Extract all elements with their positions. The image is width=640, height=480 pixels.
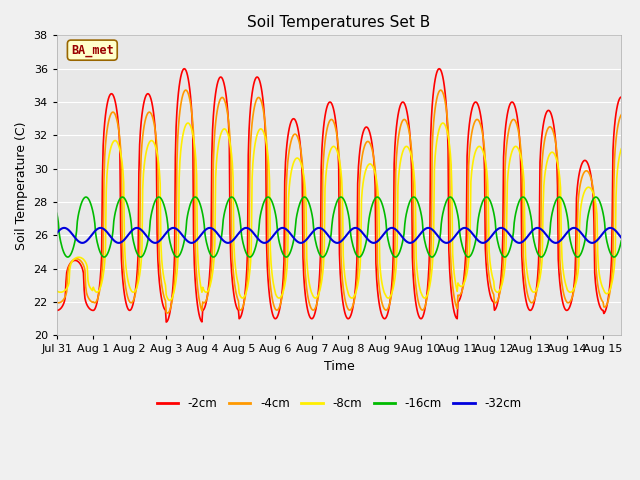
-16cm <box>55 230 63 236</box>
-32cm <box>406 240 414 246</box>
-16cm <box>460 247 467 252</box>
X-axis label: Time: Time <box>324 360 355 373</box>
-2cm <box>132 284 140 290</box>
-4cm <box>473 117 481 122</box>
Line: -2cm: -2cm <box>57 69 621 322</box>
-8cm <box>132 287 140 293</box>
Line: -8cm: -8cm <box>57 123 621 300</box>
-4cm <box>132 288 140 294</box>
-8cm <box>439 120 447 126</box>
-2cm <box>473 100 481 106</box>
-8cm <box>55 289 63 295</box>
-16cm <box>317 252 324 258</box>
-32cm <box>460 225 467 231</box>
Line: -4cm: -4cm <box>57 90 621 313</box>
-2cm <box>163 319 170 325</box>
-16cm <box>53 210 61 216</box>
-32cm <box>618 235 625 240</box>
-8cm <box>166 298 174 303</box>
-2cm <box>317 252 324 258</box>
-16cm <box>282 254 290 260</box>
-2cm <box>460 280 467 286</box>
Title: Soil Temperatures Set B: Soil Temperatures Set B <box>248 15 431 30</box>
-8cm <box>618 146 625 152</box>
Line: -32cm: -32cm <box>57 228 621 243</box>
-8cm <box>294 156 302 161</box>
-4cm <box>294 136 302 142</box>
-2cm <box>53 308 61 313</box>
-2cm <box>295 133 303 139</box>
Line: -16cm: -16cm <box>57 197 621 257</box>
-32cm <box>388 225 396 231</box>
Text: BA_met: BA_met <box>71 44 114 57</box>
-8cm <box>53 288 61 294</box>
-4cm <box>55 300 63 306</box>
-16cm <box>618 238 625 244</box>
-32cm <box>132 225 140 231</box>
-8cm <box>316 288 324 294</box>
-16cm <box>473 230 481 236</box>
-32cm <box>473 236 481 242</box>
-2cm <box>618 94 625 100</box>
-2cm <box>180 66 188 72</box>
-4cm <box>436 87 444 93</box>
-8cm <box>473 145 481 151</box>
-8cm <box>460 282 467 288</box>
-32cm <box>294 239 301 245</box>
-16cm <box>132 248 140 253</box>
Y-axis label: Soil Temperature (C): Soil Temperature (C) <box>15 121 28 250</box>
Legend: -2cm, -4cm, -8cm, -16cm, -32cm: -2cm, -4cm, -8cm, -16cm, -32cm <box>152 392 526 415</box>
-4cm <box>316 284 324 290</box>
-2cm <box>55 307 63 312</box>
-4cm <box>164 310 172 316</box>
-4cm <box>618 112 625 118</box>
-4cm <box>460 284 467 289</box>
-4cm <box>53 300 61 305</box>
-32cm <box>55 228 63 233</box>
-16cm <box>264 194 272 200</box>
-16cm <box>295 203 303 208</box>
-32cm <box>53 230 61 236</box>
-32cm <box>315 225 323 231</box>
